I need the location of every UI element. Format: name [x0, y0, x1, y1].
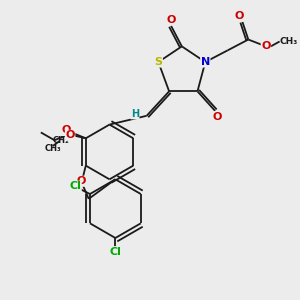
- Text: S: S: [154, 57, 162, 67]
- Text: O: O: [261, 41, 271, 51]
- Text: CH₃: CH₃: [44, 143, 61, 152]
- Text: CH₂: CH₂: [53, 136, 70, 145]
- Text: O: O: [61, 125, 71, 135]
- Text: N: N: [201, 57, 210, 67]
- Text: Cl: Cl: [69, 181, 81, 191]
- Text: O: O: [76, 176, 86, 186]
- Text: O: O: [235, 11, 244, 21]
- Text: H: H: [131, 109, 139, 119]
- Text: Cl: Cl: [110, 247, 121, 257]
- Text: CH₃: CH₃: [280, 37, 298, 46]
- Text: O: O: [167, 15, 176, 25]
- Text: O: O: [212, 112, 222, 122]
- Text: O: O: [65, 130, 75, 140]
